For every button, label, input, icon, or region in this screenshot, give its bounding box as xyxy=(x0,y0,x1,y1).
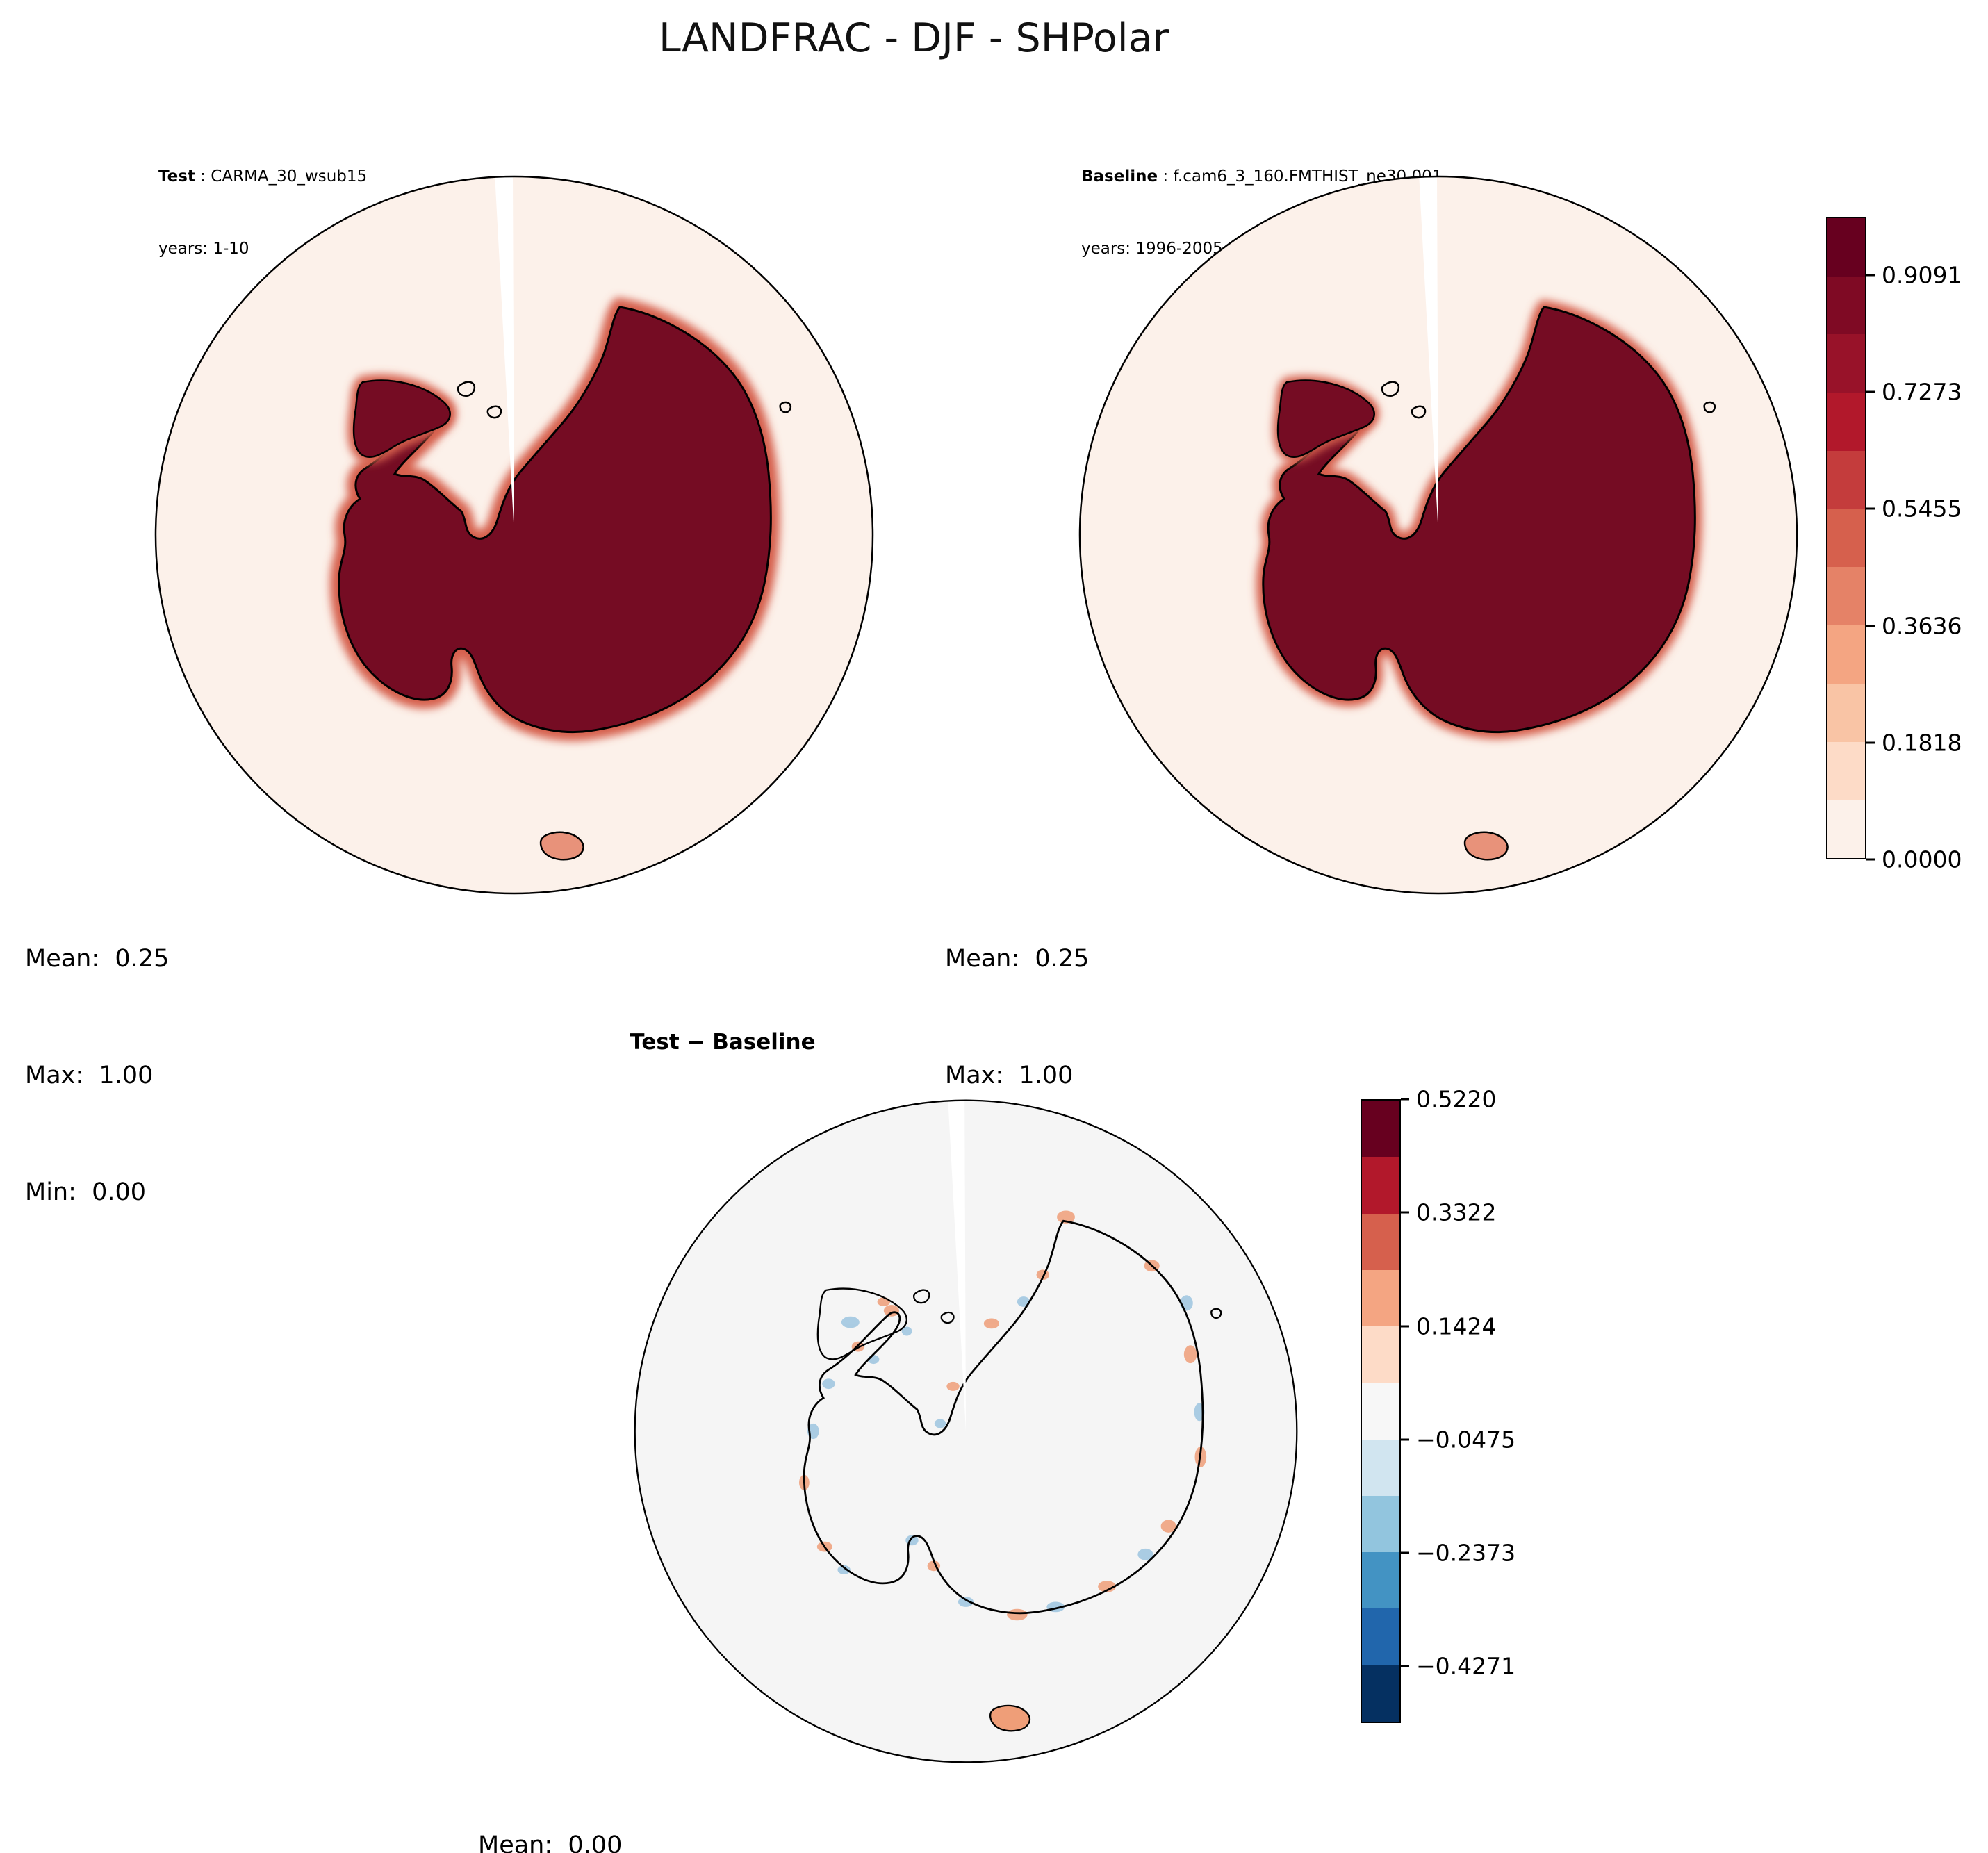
tick-mark xyxy=(1866,390,1875,393)
colorbar-segment xyxy=(1362,1383,1399,1440)
tick-label: 0.1424 xyxy=(1416,1312,1497,1340)
tick-label: 0.1818 xyxy=(1882,729,1962,757)
stat-mean: Mean: 0.00 xyxy=(478,1831,623,1853)
colorbar-segment xyxy=(1362,1495,1399,1553)
tick-label: 0.5455 xyxy=(1882,495,1962,522)
colorbar-tick: 0.3322 xyxy=(1401,1199,1496,1226)
tick-mark xyxy=(1866,741,1875,744)
tick-label: 0.5220 xyxy=(1416,1085,1497,1113)
baseline-years: years: 1996-2005 xyxy=(1081,239,1223,258)
colorbar-segment xyxy=(1362,1157,1399,1214)
colorbar-segment xyxy=(1827,741,1865,800)
colorbar-tick: 0.9091 xyxy=(1866,262,1962,289)
bottom-island xyxy=(1463,831,1509,861)
baseline-label: Baseline xyxy=(1081,167,1158,186)
map-boundary xyxy=(154,175,874,895)
tick-mark xyxy=(1866,507,1875,510)
tick-label: 0.0000 xyxy=(1882,846,1962,873)
colorbar-tick: 0.5455 xyxy=(1866,495,1962,522)
colorbar-tick: −0.0475 xyxy=(1401,1426,1515,1453)
stats-test: Mean: 0.25 Max: 1.00 Min: 0.00 xyxy=(25,862,169,1290)
map-test xyxy=(154,175,874,895)
tick-mark xyxy=(1866,625,1875,627)
header-test-line1: Test : CARMA_30_wsub15 xyxy=(158,165,367,189)
stats-diff: Mean: 0.00 Max: 0.29 Min: -0.52 xyxy=(478,1748,622,1853)
colorbar-segment xyxy=(1362,1326,1399,1383)
colorbar-segment xyxy=(1827,509,1865,568)
figure-title: LANDFRAC - DJF - SHPolar xyxy=(658,15,1169,61)
colorbar-segment xyxy=(1827,334,1865,393)
map-diff-layers xyxy=(799,1100,1222,1732)
tick-label: −0.2373 xyxy=(1416,1539,1516,1567)
colorbar-tick: −0.4271 xyxy=(1401,1653,1515,1680)
colorbar-segment xyxy=(1362,1213,1399,1270)
map-boundary xyxy=(634,1099,1298,1763)
colorbar-segment xyxy=(1362,1552,1399,1609)
colorbar-segment xyxy=(1362,1665,1399,1722)
colorbar-diff-ticks: 0.5220 0.3322 0.1424 −0.0475 −0.2373 −0.4271 xyxy=(1401,1086,1554,1723)
colorbar-segment xyxy=(1362,1101,1399,1158)
tick-label: 0.7273 xyxy=(1882,378,1962,406)
map-baseline xyxy=(1078,175,1798,895)
map-diff xyxy=(634,1099,1298,1763)
stat-min: Min: 0.00 xyxy=(25,1178,147,1206)
colorbar-segment xyxy=(1362,1269,1399,1327)
test-years: years: 1-10 xyxy=(158,239,249,258)
map-boundary xyxy=(1078,175,1798,895)
tick-mark xyxy=(1401,1551,1409,1554)
stat-max: Max: 1.00 xyxy=(945,1062,1074,1089)
tick-mark xyxy=(1401,1438,1409,1441)
tick-mark xyxy=(1866,274,1875,277)
tick-label: 0.9091 xyxy=(1882,261,1962,289)
diff-panel-title: Test − Baseline xyxy=(630,1030,816,1055)
colorbar-segment xyxy=(1827,683,1865,742)
colorbar-segment xyxy=(1362,1439,1399,1496)
stat-max: Max: 1.00 xyxy=(25,1062,154,1089)
colorbar-diff: 0.5220 0.3322 0.1424 −0.0475 −0.2373 −0.4271 xyxy=(1361,1086,1515,1723)
test-case-name: : CARMA_30_wsub15 xyxy=(195,167,368,186)
header-test: Test : CARMA_30_wsub15 years: 1-10 xyxy=(158,117,367,308)
colorbar-segment xyxy=(1827,567,1865,626)
colorbar-segment xyxy=(1827,218,1865,277)
colorbar-segment xyxy=(1827,276,1865,335)
colorbar-segment xyxy=(1827,625,1865,684)
colorbar-tick: 0.1424 xyxy=(1401,1312,1496,1340)
tick-label: 0.3322 xyxy=(1416,1199,1497,1226)
colorbar-tick: 0.3636 xyxy=(1866,612,1962,639)
test-label: Test xyxy=(158,167,195,186)
colorbar-tick: 0.5220 xyxy=(1401,1086,1496,1113)
colorbar-tick: 0.1818 xyxy=(1866,729,1962,756)
colorbar-segment xyxy=(1827,800,1865,859)
tick-label: −0.4271 xyxy=(1416,1652,1516,1680)
tick-label: −0.0475 xyxy=(1416,1426,1516,1453)
stat-mean: Mean: 0.25 xyxy=(25,945,170,973)
colorbar-segment xyxy=(1362,1608,1399,1665)
colorbar-tick: 0.7273 xyxy=(1866,379,1962,406)
tick-mark xyxy=(1401,1325,1409,1327)
colorbar-main-ticks: 0.9091 0.7273 0.5455 0.3636 0.1818 0.0000 xyxy=(1866,217,1988,873)
colorbar-segment xyxy=(1827,450,1865,509)
stat-mean: Mean: 0.25 xyxy=(945,945,1090,973)
bottom-island xyxy=(989,1704,1031,1732)
tick-mark xyxy=(1401,1665,1409,1667)
tick-label: 0.3636 xyxy=(1882,612,1962,640)
colorbar-segment xyxy=(1827,393,1865,451)
colorbar-main: 0.9091 0.7273 0.5455 0.3636 0.1818 0.0000 xyxy=(1826,217,1962,873)
header-baseline: Baseline : f.cam6_3_160.FMTHIST_ne30.001… xyxy=(1081,117,1442,308)
colorbar-main-gradient xyxy=(1826,217,1866,859)
header-baseline-line1: Baseline : f.cam6_3_160.FMTHIST_ne30.001 xyxy=(1081,165,1442,189)
colorbar-tick: 0.0000 xyxy=(1866,846,1962,873)
colorbar-tick: −0.2373 xyxy=(1401,1540,1515,1567)
bottom-island xyxy=(539,831,584,861)
tick-mark xyxy=(1401,1098,1409,1101)
colorbar-diff-gradient xyxy=(1361,1099,1401,1723)
tick-mark xyxy=(1866,858,1875,861)
tick-mark xyxy=(1401,1211,1409,1214)
